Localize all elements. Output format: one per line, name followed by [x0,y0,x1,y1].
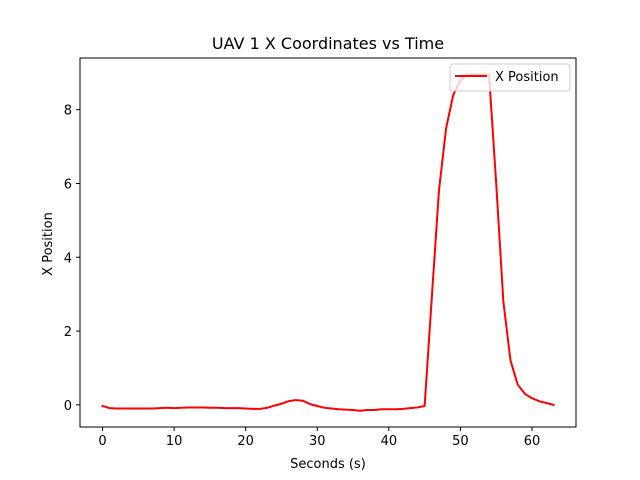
x-tick-label: 50 [452,434,469,449]
chart-title: UAV 1 X Coordinates vs Time [212,34,444,53]
legend-label: X Position [495,70,559,85]
y-tick-label: 2 [64,325,72,340]
legend: X Position [449,63,571,92]
plot-frame [79,57,577,428]
x-tick-label: 0 [98,434,106,449]
x-tick-label: 60 [524,434,541,449]
x-tick-label: 40 [381,434,398,449]
legend-box [449,63,571,92]
x-tick-label: 10 [166,434,183,449]
x-axis-title: Seconds (s) [290,457,366,472]
x-tick-label: 30 [309,434,326,449]
y-tick-label: 4 [64,251,72,266]
y-tick-label: 8 [64,104,72,119]
x-axis: 0 10 20 30 40 50 60 [98,427,540,449]
y-tick-label: 0 [64,399,72,414]
y-tick-label: 6 [64,177,72,192]
x-tick-label: 20 [237,434,254,449]
y-axis-title: X Position [41,212,56,276]
y-axis: 0 2 4 6 8 [64,104,80,414]
